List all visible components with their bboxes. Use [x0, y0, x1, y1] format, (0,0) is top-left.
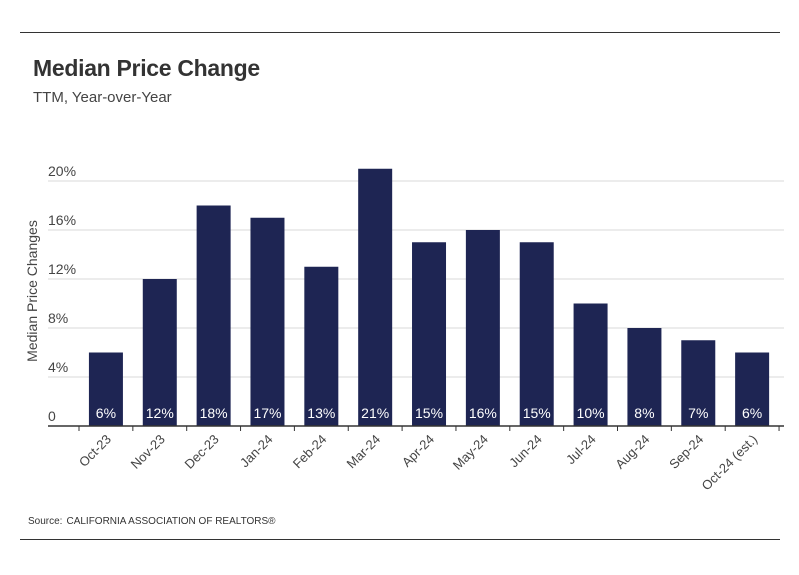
bar	[88, 352, 123, 426]
bar	[196, 205, 231, 426]
chart-title: Median Price Change	[33, 55, 260, 81]
bar	[304, 266, 339, 426]
bar	[250, 217, 285, 426]
bar	[142, 279, 177, 426]
x-tick-label: Oct-24 (est.)	[699, 432, 761, 494]
x-tick-label: Jul-24	[563, 432, 599, 468]
y-tick-label: 4%	[48, 359, 68, 375]
bar-value-label: 7%	[688, 405, 708, 421]
bar-value-label: 17%	[253, 405, 281, 421]
bar-value-label: 18%	[200, 405, 228, 421]
bar	[519, 242, 554, 426]
chart-subtitle: TTM, Year-over-Year	[33, 89, 172, 106]
x-tick-label: Feb-24	[290, 432, 330, 472]
x-tick-label: Jan-24	[237, 432, 276, 471]
bar	[358, 168, 393, 426]
bar-value-label: 6%	[96, 405, 116, 421]
x-tick-label: Dec-23	[181, 432, 221, 472]
x-tick-label: Jun-24	[506, 432, 545, 471]
bar-value-label: 16%	[469, 405, 497, 421]
bottom-rule	[20, 539, 780, 540]
x-tick-label: Mar-24	[344, 432, 384, 472]
y-tick-label: 20%	[48, 163, 76, 179]
x-tick-label: Sep-24	[666, 432, 706, 472]
bar-value-label: 13%	[307, 405, 335, 421]
bar-value-label: 6%	[742, 405, 762, 421]
bar	[573, 303, 608, 426]
bars	[88, 168, 770, 426]
y-tick-label: 8%	[48, 310, 68, 326]
x-tick-label: Aug-24	[612, 432, 652, 472]
bar	[412, 242, 447, 426]
source-prefix: Source:	[28, 516, 63, 527]
bar-value-label: 15%	[415, 405, 443, 421]
y-tick-label: 0	[48, 408, 56, 424]
x-tick-label: Nov-23	[128, 432, 168, 472]
source-note: Source: CALIFORNIA ASSOCIATION OF REALTOR…	[28, 516, 276, 527]
bar-value-label: 8%	[634, 405, 654, 421]
bar-value-label: 21%	[361, 405, 389, 421]
bar	[681, 340, 716, 426]
top-rule	[20, 32, 780, 33]
y-tick-label: 16%	[48, 212, 76, 228]
y-tick-label: 12%	[48, 261, 76, 277]
x-tick-label: Apr-24	[399, 432, 437, 470]
x-tick-label: May-24	[450, 432, 491, 473]
bar	[627, 328, 662, 426]
bar	[735, 352, 770, 426]
bar-value-label: 12%	[146, 405, 174, 421]
bar-value-label: 15%	[523, 405, 551, 421]
bar-value-label: 10%	[577, 405, 605, 421]
bar	[465, 230, 500, 426]
source-name: CALIFORNIA ASSOCIATION OF REALTORS®	[66, 516, 276, 527]
bar-labels: 6% 12% 18% 17% 13% 21% 15% 16% 15% 10% 8% 7% 6%	[96, 405, 762, 421]
x-tick-label: Oct-23	[76, 432, 114, 470]
y-axis-title: Median Price Changes	[24, 220, 40, 362]
